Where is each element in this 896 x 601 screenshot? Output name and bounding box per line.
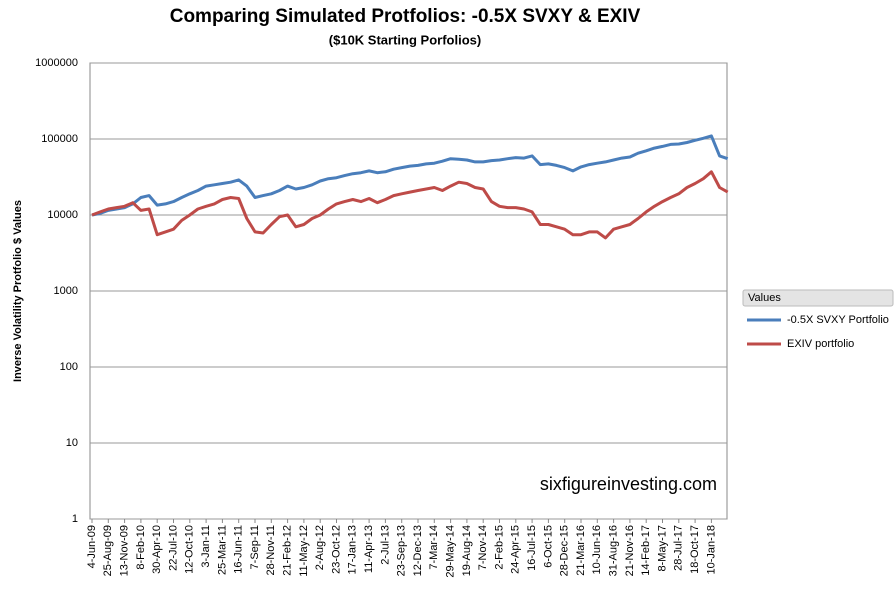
x-tick-label: 4-Jun-09 [86,525,98,568]
series-line [91,134,729,217]
x-tick-label: 21-Nov-16 [624,525,636,576]
x-tick-label: 6-Oct-15 [542,525,554,568]
x-tick-label: 3-Jan-11 [200,525,212,568]
legend-title: Values [748,292,781,304]
x-tick-label: 25-Aug-09 [102,525,114,576]
legend-label: EXIV portfolio [787,338,854,350]
x-tick-label: 24-Apr-15 [510,525,522,574]
x-tick-label: 2-Jul-13 [379,525,391,565]
y-tick-label: 100 [60,361,78,373]
x-tick-label: 22-Jul-10 [167,525,179,571]
x-tick-label: 25-Mar-11 [216,525,228,575]
x-tick-label: 19-Aug-14 [461,525,473,576]
x-tick-label: 11-Apr-13 [363,525,375,573]
x-tick-label: 2-Aug-12 [314,525,326,570]
x-tick-label: 14-Feb-17 [640,525,652,576]
x-tick-label: 17-Jan-13 [347,525,359,575]
x-tick-label: 23-Sep-13 [396,525,408,576]
y-tick-label: 10 [66,437,78,449]
x-tick-label: 21-Mar-16 [575,525,587,576]
x-tick-label: 7-Mar-14 [428,525,440,570]
y-tick-label: 1000000 [35,57,78,69]
y-axis-label: Inverse Volatility Protfolio $ Values [12,200,24,382]
x-tick-label: 7-Nov-14 [477,525,489,570]
x-tick-label: 12-Dec-13 [412,525,424,576]
x-tick-label: 29-May-14 [445,525,457,578]
x-tick-label: 16-Jul-15 [526,525,538,571]
x-tick-label: 13-Nov-09 [119,525,131,576]
x-tick-label: 8-May-17 [656,525,668,571]
x-tick-label: 28-Nov-11 [265,525,277,576]
y-tick-label: 1 [72,513,78,525]
x-tick-label: 10-Jun-16 [591,525,603,575]
y-tick-label: 100000 [41,133,78,145]
y-tick-label: 10000 [47,209,78,221]
chart-title: Comparing Simulated Protfolios: -0.5X SV… [170,6,641,27]
x-tick-label: 18-Oct-17 [689,525,701,574]
x-tick-label: 11-May-12 [298,525,310,577]
legend-label: -0.5X SVXY Portfolio [787,314,889,326]
y-tick-label: 1000 [54,285,78,297]
x-tick-label: 16-Jun-11 [233,525,245,574]
x-tick-label: 30-Apr-10 [151,525,163,574]
x-tick-label: 7-Sep-11 [249,525,261,569]
watermark: sixfigureinvesting.com [540,474,717,494]
x-tick-label: 8-Feb-10 [135,525,147,570]
legend-header [742,289,894,307]
x-tick-label: 21-Feb-12 [282,525,294,576]
x-tick-label: 12-Oct-10 [184,525,196,574]
x-tick-label: 10-Jan-18 [705,525,717,575]
series-line [91,170,729,240]
x-tick-label: 23-Oct-12 [330,525,342,574]
x-tick-label: 2-Feb-15 [493,525,505,570]
x-tick-label: 31-Aug-16 [608,525,620,576]
x-tick-label: 28-Jul-17 [673,525,685,571]
chart-subtitle: ($10K Starting Porfolios) [329,32,481,47]
x-tick-label: 28-Dec-15 [559,525,571,576]
